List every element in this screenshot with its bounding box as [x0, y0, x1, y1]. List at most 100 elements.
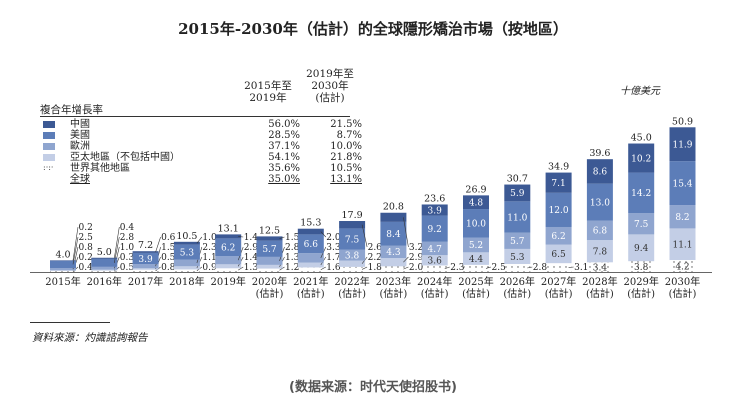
- segment-label: 5.2: [469, 241, 483, 251]
- x-tick-label: 2024年: [417, 275, 452, 288]
- x-tick-label: 2019年: [210, 275, 245, 288]
- segment-label: 2.9: [244, 243, 259, 253]
- total-label: 17.9: [342, 210, 363, 221]
- bar-segment: [297, 253, 324, 263]
- segment-label: 6.6: [304, 240, 319, 250]
- segment-label: 3.4: [593, 263, 608, 273]
- segment-label: 3.8: [345, 251, 360, 261]
- segment-label: 8.2: [675, 213, 689, 223]
- segment-label: 5.9: [510, 189, 525, 199]
- col2-line: 2030年: [311, 80, 349, 92]
- cagr-2019-2030: 10.5%: [330, 163, 362, 174]
- cagr-2019-2030: 13.1%: [330, 174, 362, 185]
- cagr-2015-2019: 28.5%: [268, 130, 300, 141]
- bar-segment: [50, 268, 76, 271]
- bar-segment: [91, 257, 118, 259]
- segment-label: 1.3: [244, 263, 259, 273]
- segment-label: 0.5: [120, 263, 135, 273]
- col2-line: (估計): [315, 92, 345, 104]
- legend-row: 亞太地區（不包括中國） 54.1% 21.8%: [40, 152, 362, 163]
- leader-line: [155, 236, 161, 253]
- segment-label: 0.9: [202, 263, 217, 273]
- total-label: 7.2: [138, 240, 153, 251]
- segment-label: 7.5: [634, 220, 649, 230]
- cagr-col2-header: 2019年至 2030年 (估計): [300, 68, 360, 104]
- cagr-2015-2019: 35.0%: [268, 174, 300, 185]
- leader-line: [361, 224, 368, 248]
- bar-segment: [132, 251, 159, 253]
- x-tick-label: 2021年: [293, 275, 328, 288]
- bar-segment: [91, 269, 118, 271]
- segment-label: 14.2: [631, 189, 651, 199]
- segment-label: 7.8: [593, 248, 608, 258]
- cagr-heading: 複合年增長率: [40, 104, 103, 116]
- x-tick-sublabel: (估計): [545, 287, 573, 300]
- leader-line: [72, 226, 79, 261]
- bar-segment: [586, 183, 613, 221]
- legend-swatch: [43, 143, 55, 150]
- segment-label: 8.6: [593, 168, 608, 178]
- bar-segment: [91, 258, 118, 267]
- segment-label: 0.6: [161, 233, 176, 243]
- bar-segment: [421, 255, 448, 266]
- legend-label: 中國: [70, 119, 90, 130]
- segment-label: 4.7: [428, 245, 443, 255]
- leader-line: [361, 266, 368, 270]
- bar-segment: [380, 221, 407, 246]
- bar-segment: [586, 240, 613, 263]
- segment-label: 1.5: [285, 233, 300, 243]
- bar-segment: [504, 264, 531, 272]
- bar-segment: [50, 260, 76, 261]
- bar-segment: [421, 265, 448, 272]
- leader-line: [403, 266, 409, 270]
- total-label: 4.0: [55, 249, 70, 260]
- bar-segment: [669, 127, 696, 162]
- bar-segment: [173, 269, 200, 272]
- segment-label: 10.2: [631, 154, 651, 164]
- segment-label: 2.5: [79, 233, 94, 243]
- bar-segment: [545, 226, 572, 245]
- segment-label: 13.0: [590, 199, 610, 209]
- cagr-2019-2030: 21.8%: [330, 152, 362, 163]
- segment-label: 10.0: [466, 220, 486, 230]
- total-label: 34.9: [548, 162, 569, 173]
- x-tick-sublabel: (估計): [256, 287, 284, 300]
- total-label: 45.0: [631, 133, 652, 144]
- segment-label: 3.2: [409, 243, 423, 253]
- segment-label: 11.9: [672, 141, 692, 151]
- segment-label: 0.4: [120, 223, 135, 233]
- x-tick-label: 2016年: [87, 275, 122, 288]
- segment-label: 7.1: [551, 179, 565, 189]
- segment-label: 9.4: [634, 244, 649, 254]
- segment-label: 3.6: [428, 257, 443, 267]
- bar-segment: [91, 270, 118, 272]
- source-rule: [30, 322, 110, 323]
- bar-segment: [628, 234, 655, 262]
- bar-segment: [669, 161, 696, 206]
- bar-segment: [545, 192, 572, 227]
- segment-label: 2.8: [120, 233, 135, 243]
- segment-label: 6.5: [551, 250, 566, 260]
- segment-label: 4.3: [386, 248, 401, 258]
- bar-segment: [339, 260, 366, 267]
- x-tick-sublabel: (估計): [379, 287, 407, 300]
- bar-segment: [380, 245, 407, 259]
- bar-segment: [215, 256, 242, 265]
- total-label: 20.8: [383, 202, 404, 213]
- bar-segment: [339, 221, 366, 229]
- bar-segment: [132, 252, 159, 265]
- bar-segment: [173, 244, 200, 260]
- segment-label: 0.2: [79, 253, 93, 263]
- x-tick-label: 2022年: [334, 275, 369, 288]
- bar-segment: [586, 159, 613, 184]
- bar-segment: [463, 195, 489, 210]
- leader-line: [72, 236, 79, 265]
- bar-segment: [173, 266, 200, 270]
- leader-line: [114, 226, 120, 259]
- bar-segment: [173, 259, 200, 267]
- total-label: 15.3: [300, 218, 321, 229]
- total-label: 26.9: [465, 184, 486, 195]
- cagr-2015-2019: 54.1%: [268, 152, 300, 163]
- leader-line: [320, 266, 326, 270]
- segment-label: 5.3: [180, 249, 195, 259]
